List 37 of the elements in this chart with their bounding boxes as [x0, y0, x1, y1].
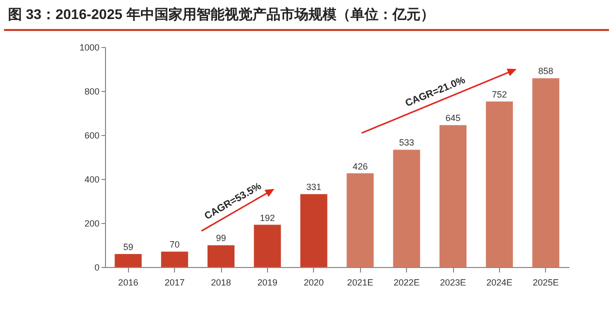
bar [161, 252, 188, 267]
data-label: 59 [123, 242, 134, 252]
bar [114, 254, 142, 267]
y-tick-label: 400 [84, 174, 100, 184]
y-tick-label: 600 [84, 130, 100, 140]
bar [532, 78, 560, 267]
data-label: 645 [445, 113, 461, 124]
data-label: 752 [492, 90, 507, 100]
data-label: 533 [399, 138, 414, 148]
bar [254, 224, 281, 267]
x-tick-label: 2017 [164, 278, 185, 288]
y-tick-label: 0 [94, 262, 100, 272]
bar [393, 150, 420, 267]
data-label: 192 [260, 212, 275, 223]
data-label: 99 [216, 233, 226, 244]
x-tick-label: 2020 [304, 278, 324, 288]
x-tick-label: 2021E [347, 278, 374, 288]
data-label: 426 [352, 161, 368, 172]
x-tick-label: 2024E [486, 278, 512, 288]
bar [346, 173, 374, 267]
x-tick-label: 2016 [118, 278, 138, 288]
bar [486, 102, 513, 267]
chart-title: 图 33：2016-2025 年中国家用智能视觉产品市场规模（单位：亿元） [8, 6, 434, 24]
x-tick-label: 2025E [532, 278, 559, 288]
data-label: 70 [170, 240, 180, 250]
x-tick-label: 2019 [257, 278, 278, 288]
x-tick-label: 2022E [394, 278, 420, 288]
bar [300, 194, 328, 267]
bar [208, 245, 234, 267]
x-tick-label: 2018 [210, 278, 232, 288]
y-tick-label: 800 [84, 86, 100, 96]
bar [440, 125, 466, 267]
x-tick-label: 2023E [440, 278, 466, 288]
y-tick-label: 200 [84, 218, 100, 228]
data-label: 858 [538, 66, 554, 76]
data-label: 331 [306, 182, 322, 192]
y-tick-label: 1000 [79, 42, 100, 52]
